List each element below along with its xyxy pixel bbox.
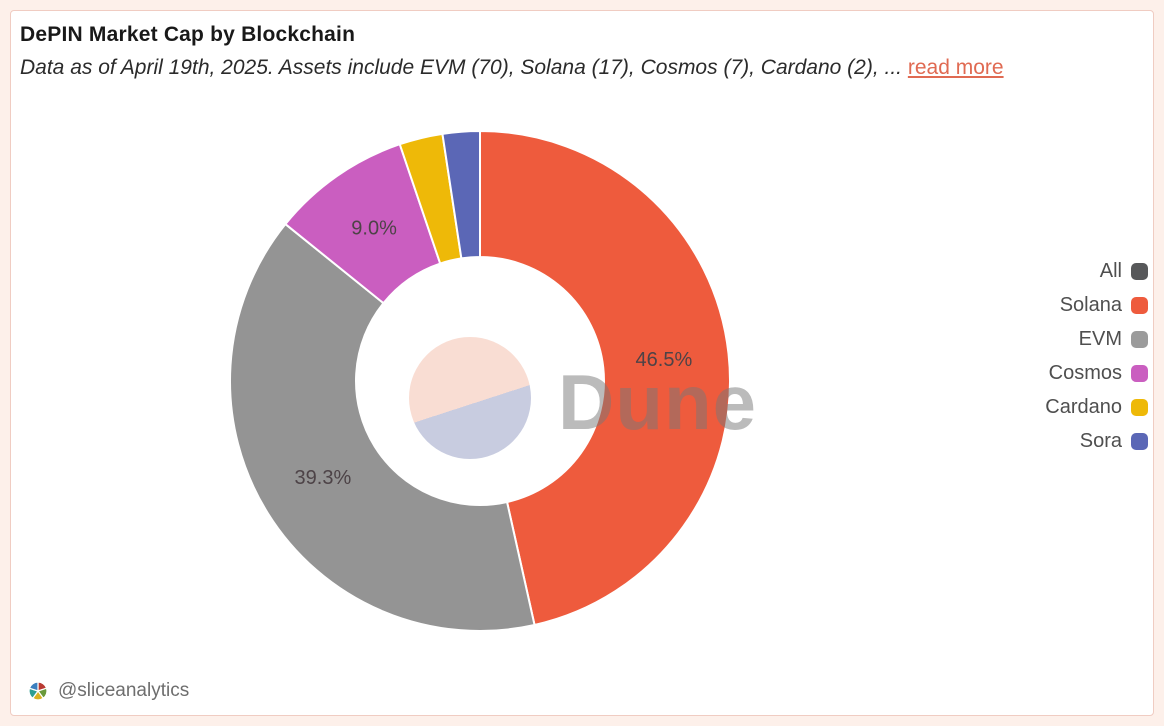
legend-item-all[interactable]: All bbox=[1045, 254, 1148, 288]
legend-item-cardano[interactable]: Cardano bbox=[1045, 390, 1148, 424]
card-header: DePIN Market Cap by Blockchain Data as o… bbox=[20, 23, 1144, 80]
legend-item-evm[interactable]: EVM bbox=[1045, 322, 1148, 356]
chart-card: DePIN Market Cap by Blockchain Data as o… bbox=[10, 10, 1154, 716]
pinwheel-wedge bbox=[28, 681, 39, 692]
sliceanalytics-logo-icon bbox=[28, 681, 48, 701]
legend-label-evm: EVM bbox=[1078, 327, 1122, 350]
legend-label-cardano: Cardano bbox=[1045, 395, 1122, 418]
legend-item-cosmos[interactable]: Cosmos bbox=[1045, 356, 1148, 390]
pie-slice-evm[interactable] bbox=[228, 223, 536, 632]
legend-item-sora[interactable]: Sora bbox=[1045, 424, 1148, 458]
slice-label-solana: 46.5% bbox=[636, 349, 693, 371]
chart-subtitle: Data as of April 19th, 2025. Assets incl… bbox=[20, 56, 1144, 80]
legend-swatch-evm bbox=[1131, 330, 1148, 348]
legend-swatch-solana bbox=[1131, 296, 1148, 314]
read-more-link[interactable]: read more bbox=[907, 56, 1004, 79]
chart-subtitle-text: Data as of April 19th, 2025. Assets incl… bbox=[20, 56, 903, 79]
slice-label-cosmos: 9.0% bbox=[351, 218, 397, 240]
chart-legend: All Solana EVM Cosmos Cardano Sora bbox=[1045, 254, 1148, 458]
legend-swatch-all bbox=[1131, 262, 1148, 280]
donut-chart: 46.5% 39.3% 9.0% bbox=[228, 129, 732, 633]
donut-center-disc bbox=[409, 337, 531, 459]
legend-label-sora: Sora bbox=[1079, 429, 1122, 452]
legend-swatch-cosmos bbox=[1131, 364, 1148, 382]
author-handle: @sliceanalytics bbox=[58, 680, 190, 701]
slice-label-evm: 39.3% bbox=[295, 467, 352, 489]
legend-swatch-sora bbox=[1131, 432, 1148, 450]
card-footer: @sliceanalytics bbox=[27, 680, 189, 702]
legend-label-cosmos: Cosmos bbox=[1048, 361, 1122, 384]
legend-label-all: All bbox=[1099, 259, 1122, 282]
legend-item-solana[interactable]: Solana bbox=[1045, 288, 1148, 322]
donut-svg: 46.5% 39.3% 9.0% bbox=[228, 130, 732, 632]
legend-swatch-cardano bbox=[1131, 398, 1148, 416]
pie-slice-solana[interactable] bbox=[479, 130, 732, 626]
legend-label-solana: Solana bbox=[1059, 293, 1122, 316]
pie-slice-sora[interactable] bbox=[441, 130, 481, 260]
dune-watermark: Dune bbox=[558, 358, 757, 446]
chart-title: DePIN Market Cap by Blockchain bbox=[20, 23, 356, 46]
